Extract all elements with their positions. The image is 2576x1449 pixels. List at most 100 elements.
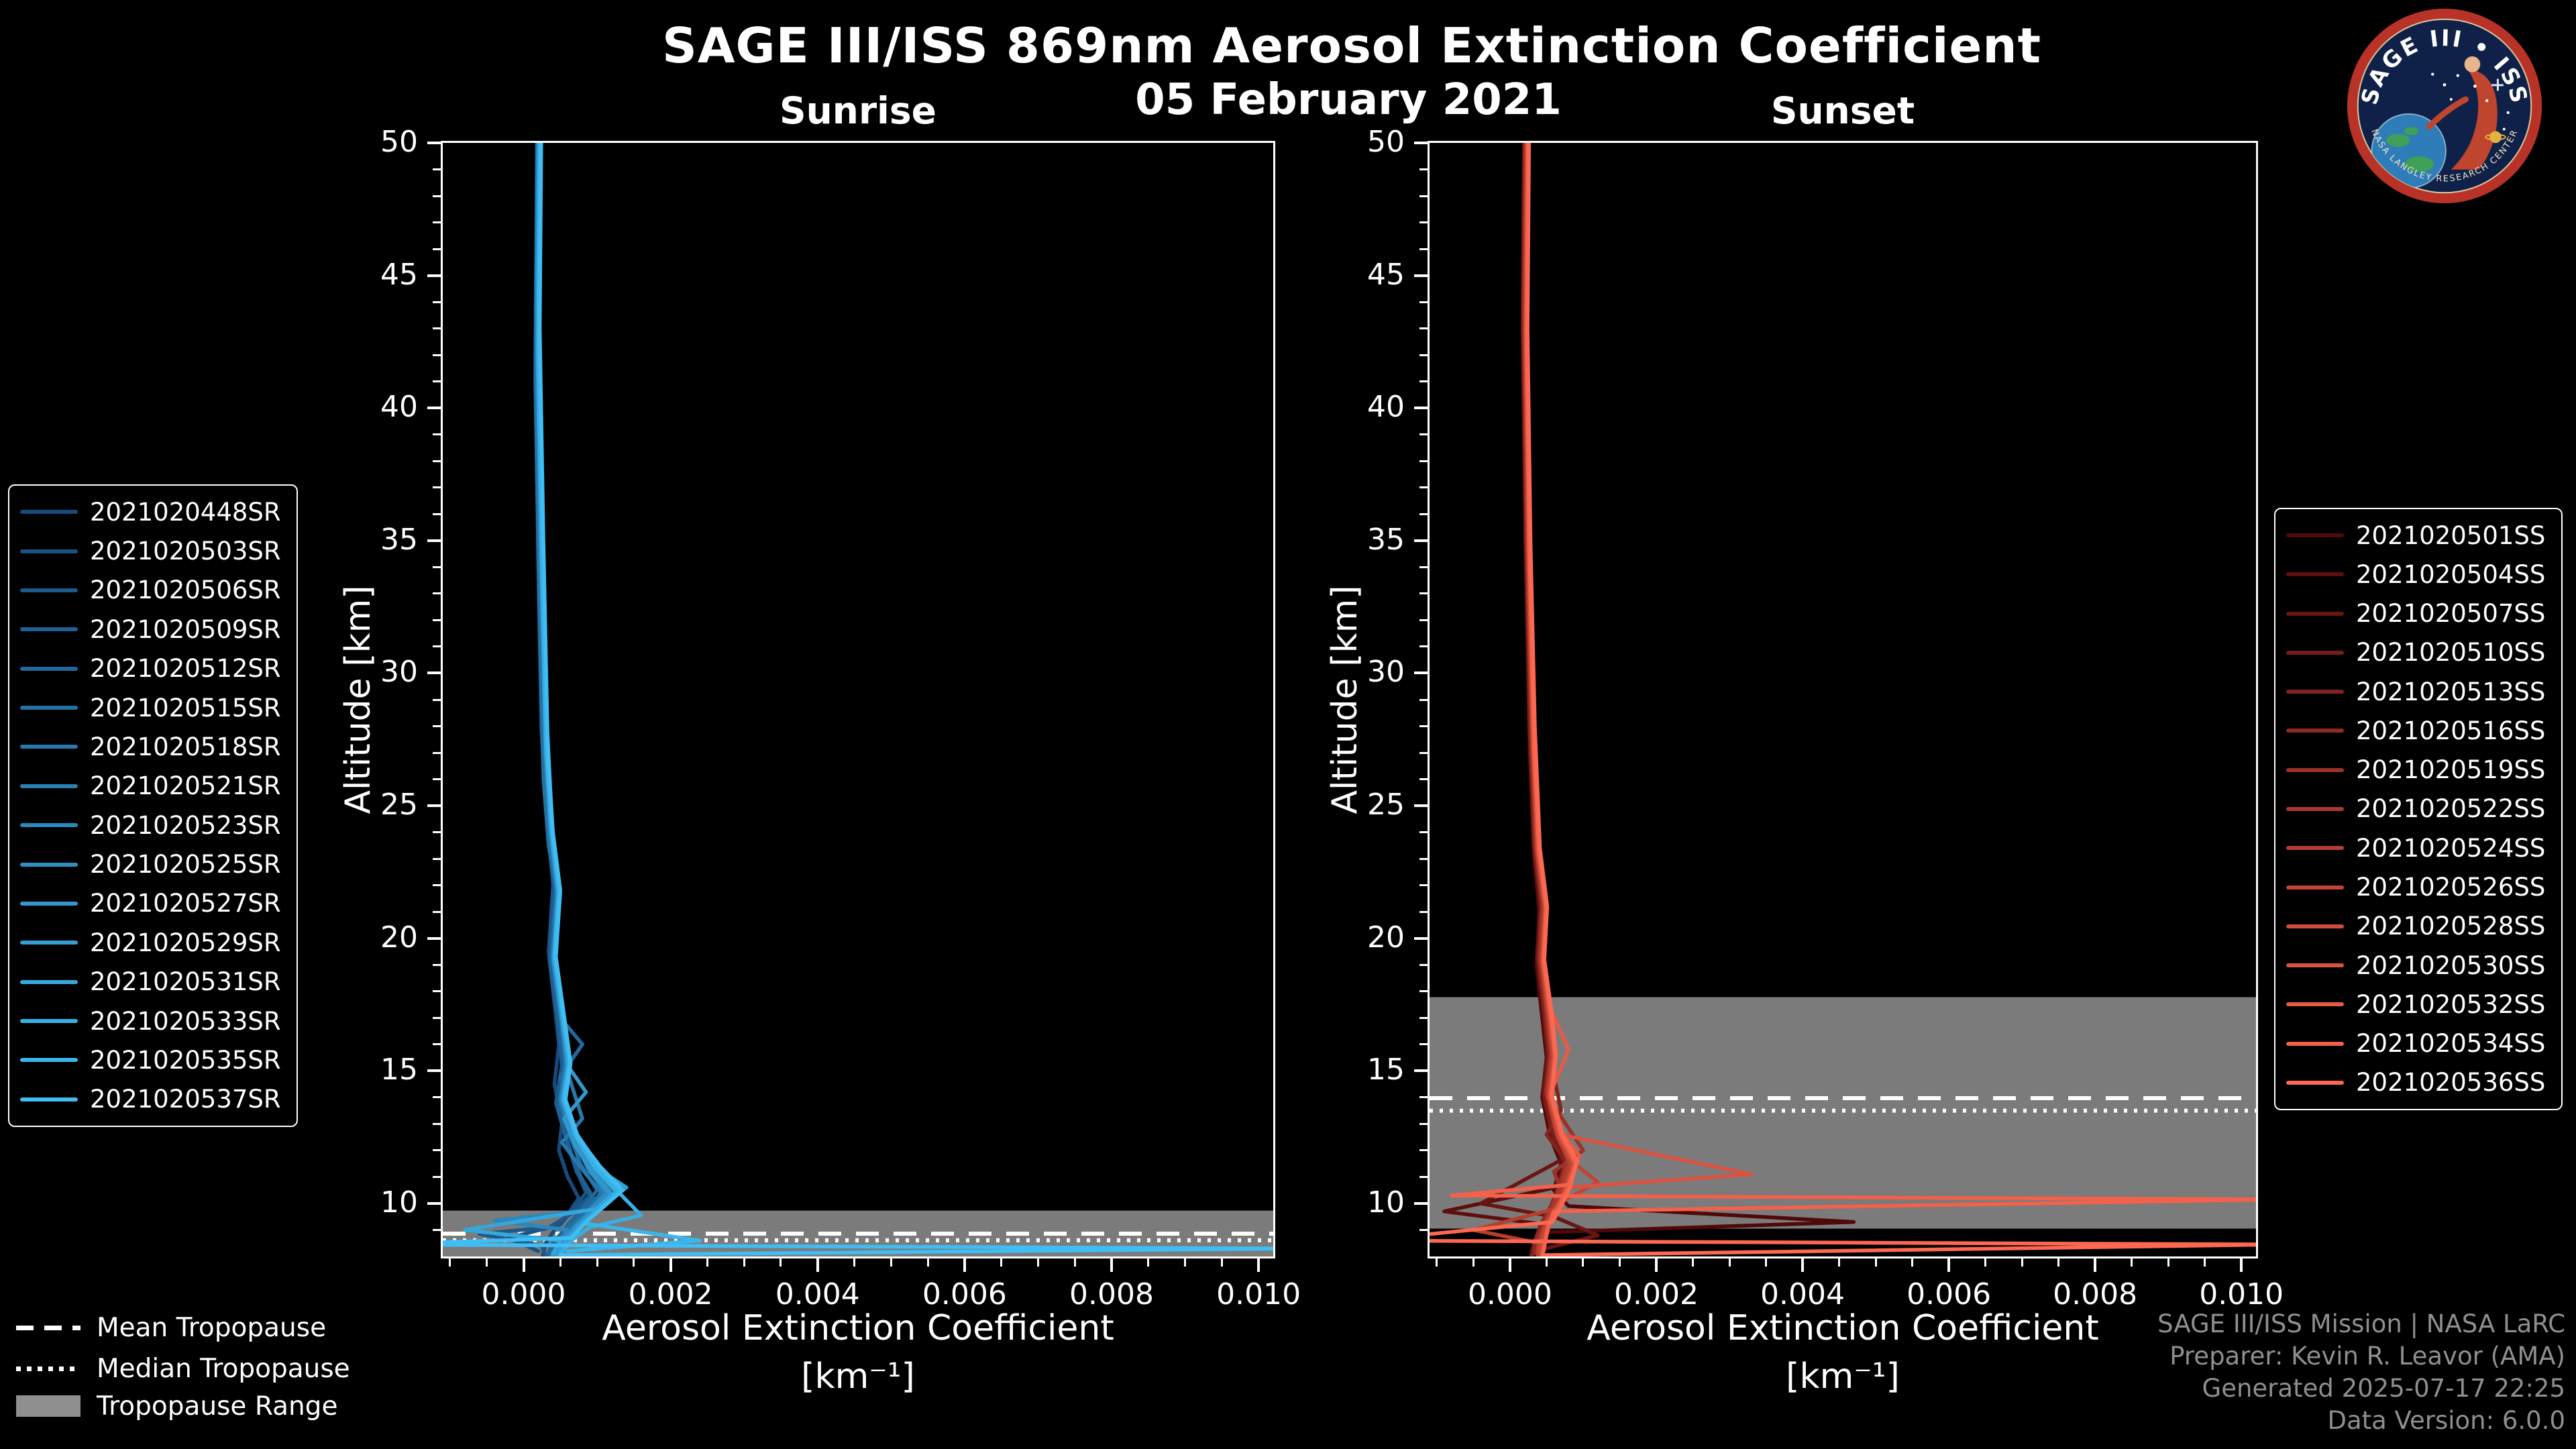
y-minor-tick <box>1419 460 1428 462</box>
legend-entry-label: 2021020512SR <box>90 654 281 684</box>
x-axis-label: Aerosol Extinction Coefficient <box>602 1308 1114 1348</box>
legend-entry-label: 2021020515SR <box>90 693 281 722</box>
y-minor-tick <box>1419 857 1428 860</box>
y-tick-label: 10 <box>380 1185 418 1220</box>
legend-line-sample <box>2286 885 2344 890</box>
y-minor-tick <box>433 168 441 171</box>
x-axis-units-label: [km⁻¹] <box>801 1356 915 1397</box>
legend-line-sample <box>20 823 78 828</box>
x-tick-label: 0.002 <box>628 1277 713 1311</box>
median-tropopause-line-sample <box>16 1366 80 1371</box>
y-tick-label: 15 <box>380 1053 418 1087</box>
legend-entry: 2021020519SS <box>2275 755 2561 784</box>
x-minor-tick <box>1545 1258 1548 1267</box>
x-tick <box>1508 1258 1511 1272</box>
credit-line: Data Version: 6.0.0 <box>2327 1406 2565 1435</box>
y-tick-label: 20 <box>1367 920 1405 955</box>
x-tick <box>1257 1258 1260 1272</box>
y-minor-tick <box>433 910 441 913</box>
x-tick-label: 0.004 <box>1760 1277 1845 1311</box>
legend-line-sample <box>20 666 78 671</box>
x-minor-tick <box>926 1258 929 1267</box>
allegorical-figure <box>2451 69 2498 170</box>
y-minor-tick <box>1419 910 1428 913</box>
credit-line: SAGE III/ISS Mission | NASA LaRC <box>2157 1309 2565 1338</box>
legend-entry-label: 2021020523SR <box>90 810 281 840</box>
x-minor-tick <box>890 1258 892 1267</box>
sunrise-plot-area <box>374 141 1297 1258</box>
x-minor-tick <box>1436 1258 1438 1267</box>
earth-land <box>2386 133 2410 148</box>
earth-land <box>2404 156 2434 172</box>
figure-head <box>2464 56 2481 72</box>
x-minor-tick <box>449 1258 451 1267</box>
y-minor-tick <box>1419 327 1428 330</box>
legend-line-sample <box>2286 690 2344 694</box>
legend-line-sample <box>20 510 78 515</box>
y-minor-tick <box>433 301 441 303</box>
tropopause-range-label: Tropopause Range <box>97 1391 338 1421</box>
planet-ring <box>2485 133 2506 141</box>
y-tick-label: 30 <box>1367 655 1405 690</box>
legend-line-sample <box>20 901 78 906</box>
y-minor-tick <box>1419 380 1428 383</box>
x-tick <box>1947 1258 1951 1272</box>
legend-line-sample <box>2286 846 2344 851</box>
x-tick <box>1801 1258 1805 1272</box>
y-minor-tick <box>1419 990 1428 993</box>
legend-entry: 2021020507SS <box>2275 599 2561 628</box>
y-minor-tick <box>1419 566 1428 568</box>
legend-entry-label: 2021020501SS <box>2356 521 2546 550</box>
sunrise-plot-canvas <box>374 141 1297 1258</box>
y-minor-tick <box>433 645 441 648</box>
y-minor-tick <box>433 221 441 224</box>
y-tick <box>427 142 441 144</box>
legend-entry-label: 2021020518SR <box>90 732 281 761</box>
legend-entry-label: 2021020534SS <box>2356 1029 2546 1059</box>
legend-entry-label: 2021020530SS <box>2356 951 2546 980</box>
legend-line-sample <box>2286 729 2344 733</box>
x-minor-tick <box>1036 1258 1039 1267</box>
x-minor-tick <box>1147 1258 1150 1267</box>
x-minor-tick <box>1911 1258 1914 1267</box>
x-minor-tick <box>1184 1258 1187 1267</box>
y-minor-tick <box>433 1149 441 1152</box>
legend-entry: 2021020448SR <box>9 498 297 527</box>
legend-entry: 2021020536SS <box>2275 1068 2561 1097</box>
x-tick-label: 0.008 <box>2053 1277 2138 1311</box>
stars <box>2431 72 2510 131</box>
x-minor-tick <box>633 1258 635 1267</box>
legend-entry-label: 2021020526SS <box>2356 873 2546 902</box>
legend-entry: 2021020501SS <box>2275 521 2561 550</box>
x-tick <box>2094 1258 2097 1272</box>
y-tick-label: 45 <box>380 257 418 292</box>
x-minor-tick <box>2204 1258 2206 1267</box>
profile-2021020537SR <box>374 141 1297 1257</box>
x-tick <box>963 1258 966 1272</box>
x-minor-tick <box>1691 1258 1694 1267</box>
y-tick <box>1414 142 1428 144</box>
legend-entry: 2021020526SS <box>2275 873 2561 902</box>
x-tick-label: 0.004 <box>775 1277 860 1311</box>
y-minor-tick <box>433 592 441 595</box>
x-tick-label: 0.010 <box>2199 1277 2284 1311</box>
y-minor-tick <box>433 566 441 568</box>
legend-entry: 2021020532SS <box>2275 990 2561 1019</box>
x-tick <box>2240 1258 2243 1272</box>
y-tick-label: 50 <box>380 125 418 159</box>
y-minor-tick <box>1419 301 1428 303</box>
x-minor-tick <box>2057 1258 2060 1267</box>
y-tick-label: 10 <box>1367 1185 1405 1220</box>
legend-entry: 2021020510SS <box>2275 638 2561 667</box>
y-minor-tick <box>1419 168 1428 171</box>
y-minor-tick <box>1419 1175 1428 1178</box>
y-minor-tick <box>433 1122 441 1125</box>
y-minor-tick <box>433 327 441 330</box>
y-minor-tick <box>1419 831 1428 834</box>
x-tick-label: 0.000 <box>481 1277 566 1311</box>
x-minor-tick <box>1874 1258 1877 1267</box>
planet-icon <box>2489 131 2502 144</box>
x-minor-tick <box>596 1258 598 1267</box>
mean-tropopause-label: Mean Tropopause <box>97 1312 327 1343</box>
legend-entry-label: 2021020510SS <box>2356 638 2546 667</box>
